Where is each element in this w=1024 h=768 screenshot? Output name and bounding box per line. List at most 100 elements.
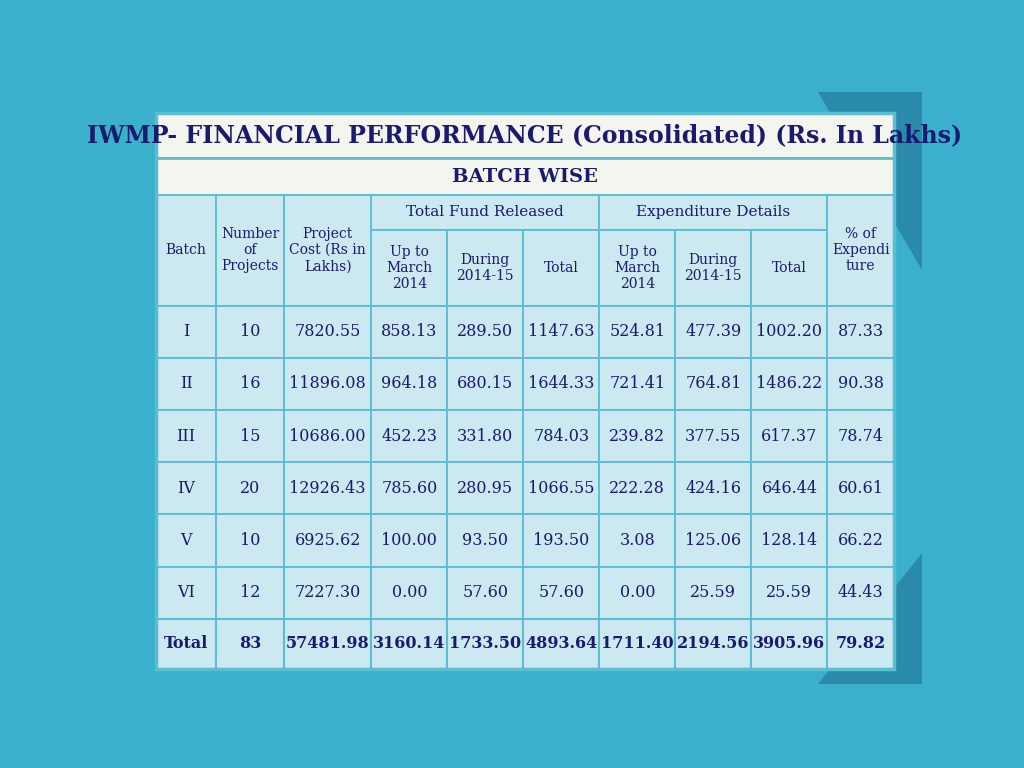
Text: Expenditure Details: Expenditure Details xyxy=(636,205,791,220)
Bar xyxy=(216,358,285,410)
Bar xyxy=(216,567,285,619)
Bar xyxy=(827,567,894,619)
Bar xyxy=(599,567,676,619)
Bar xyxy=(599,306,676,358)
Bar xyxy=(827,619,894,669)
Bar xyxy=(827,462,894,515)
Text: 4893.64: 4893.64 xyxy=(525,635,597,652)
Text: 60.61: 60.61 xyxy=(838,480,884,497)
Text: 289.50: 289.50 xyxy=(458,323,513,340)
Bar xyxy=(372,515,447,567)
Text: 57.60: 57.60 xyxy=(462,584,508,601)
Text: 57481.98: 57481.98 xyxy=(286,635,370,652)
Text: During
2014-15: During 2014-15 xyxy=(685,253,742,283)
Text: 1486.22: 1486.22 xyxy=(757,376,822,392)
Bar xyxy=(447,358,523,410)
Bar xyxy=(216,462,285,515)
Text: 10686.00: 10686.00 xyxy=(290,428,366,445)
Text: 964.18: 964.18 xyxy=(381,376,437,392)
Bar xyxy=(752,230,827,306)
Bar xyxy=(447,230,523,306)
Bar xyxy=(523,567,599,619)
Bar xyxy=(599,230,676,306)
Bar xyxy=(156,113,894,158)
Bar xyxy=(216,410,285,462)
Bar xyxy=(285,410,372,462)
Text: 721.41: 721.41 xyxy=(609,376,666,392)
Bar xyxy=(447,410,523,462)
Bar xyxy=(752,462,827,515)
Bar xyxy=(447,306,523,358)
Text: IWMP- FINANCIAL PERFORMANCE (Consolidated) (Rs. In Lakhs): IWMP- FINANCIAL PERFORMANCE (Consolidate… xyxy=(87,124,963,147)
Bar xyxy=(676,462,752,515)
Bar xyxy=(156,158,894,194)
Text: I: I xyxy=(183,323,189,340)
Bar xyxy=(523,306,599,358)
Bar xyxy=(827,358,894,410)
Text: 1733.50: 1733.50 xyxy=(450,635,521,652)
Bar xyxy=(523,358,599,410)
Bar xyxy=(372,619,447,669)
Text: IV: IV xyxy=(177,480,195,497)
Text: 858.13: 858.13 xyxy=(381,323,437,340)
Bar xyxy=(827,410,894,462)
Bar xyxy=(372,567,447,619)
Text: 57.60: 57.60 xyxy=(539,584,585,601)
Bar xyxy=(752,306,827,358)
Text: 3160.14: 3160.14 xyxy=(373,635,445,652)
Text: 452.23: 452.23 xyxy=(381,428,437,445)
Bar xyxy=(372,358,447,410)
Bar xyxy=(372,306,447,358)
Text: Total: Total xyxy=(164,635,208,652)
Text: 424.16: 424.16 xyxy=(685,480,741,497)
Text: 66.22: 66.22 xyxy=(838,532,884,549)
Bar xyxy=(599,515,676,567)
Text: 78.74: 78.74 xyxy=(838,428,884,445)
Text: Up to
March
2014: Up to March 2014 xyxy=(386,245,432,291)
Bar xyxy=(156,194,216,306)
Text: 1711.40: 1711.40 xyxy=(601,635,674,652)
Text: 83: 83 xyxy=(240,635,261,652)
Polygon shape xyxy=(818,92,922,270)
Text: 7227.30: 7227.30 xyxy=(295,584,360,601)
Text: BATCH WISE: BATCH WISE xyxy=(452,167,598,186)
Text: Project
Cost (Rs in
Lakhs): Project Cost (Rs in Lakhs) xyxy=(290,227,367,273)
Text: 646.44: 646.44 xyxy=(762,480,817,497)
Text: 764.81: 764.81 xyxy=(685,376,741,392)
Bar xyxy=(156,619,216,669)
Bar xyxy=(216,194,285,306)
Text: 0.00: 0.00 xyxy=(391,584,427,601)
Bar xyxy=(285,462,372,515)
Bar xyxy=(827,306,894,358)
Text: 93.50: 93.50 xyxy=(462,532,508,549)
Text: 10: 10 xyxy=(240,532,260,549)
Bar xyxy=(156,194,894,306)
Text: 128.14: 128.14 xyxy=(761,532,817,549)
Bar xyxy=(216,306,285,358)
Bar xyxy=(599,410,676,462)
Text: 125.06: 125.06 xyxy=(685,532,741,549)
Text: 222.28: 222.28 xyxy=(609,480,666,497)
Bar xyxy=(676,410,752,462)
Text: 680.15: 680.15 xyxy=(457,376,513,392)
Bar xyxy=(447,515,523,567)
Text: 15: 15 xyxy=(240,428,260,445)
Bar xyxy=(285,194,372,306)
Text: II: II xyxy=(179,376,193,392)
Text: 331.80: 331.80 xyxy=(457,428,513,445)
Bar xyxy=(523,410,599,462)
Bar xyxy=(285,306,372,358)
Bar xyxy=(676,515,752,567)
Bar xyxy=(676,567,752,619)
Bar xyxy=(216,619,285,669)
Text: 239.82: 239.82 xyxy=(609,428,666,445)
Text: VI: VI xyxy=(177,584,195,601)
Bar xyxy=(523,462,599,515)
Bar xyxy=(156,567,216,619)
Text: 20: 20 xyxy=(240,480,260,497)
Text: 6925.62: 6925.62 xyxy=(295,532,360,549)
Bar xyxy=(676,230,752,306)
Text: 79.82: 79.82 xyxy=(836,635,886,652)
Text: 477.39: 477.39 xyxy=(685,323,741,340)
Text: 784.03: 784.03 xyxy=(534,428,590,445)
